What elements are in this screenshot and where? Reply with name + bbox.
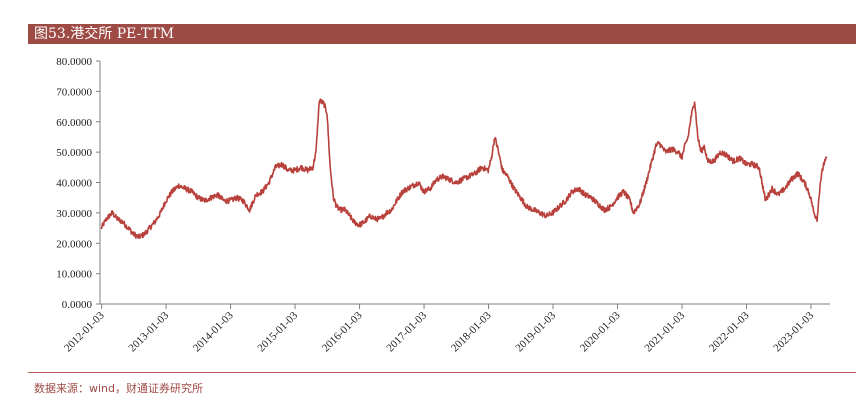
x-tick-label: 2022-01-03	[707, 309, 752, 354]
y-tick-label: 20.0000	[56, 238, 92, 250]
x-tick-label: 2023-01-03	[771, 309, 816, 354]
y-tick-label: 50.0000	[56, 147, 92, 159]
x-axis: 2012-01-03 2013-01-03 2014-01-03 2015-01-03…	[62, 303, 830, 354]
x-tick-label: 2016-01-03	[320, 309, 365, 354]
y-tick-label: 40.0000	[56, 178, 92, 190]
x-tick-label: 2020-01-03	[578, 309, 623, 354]
y-tick-label: 60.0000	[56, 117, 92, 129]
x-tick-label: 2012-01-03	[62, 309, 107, 354]
y-axis: 80.0000 70.0000 60.0000 50.0000 40.0000 30.00…	[56, 56, 101, 311]
x-tick-label: 2019-01-03	[513, 309, 558, 354]
chart-title: 图53.港交所 PE-TTM	[34, 26, 175, 42]
chart-title-bar: 图53.港交所 PE-TTM	[28, 24, 856, 44]
x-tick-label: 2013-01-03	[126, 309, 171, 354]
y-tick-label: 70.0000	[56, 86, 92, 98]
plot-area	[100, 98, 828, 239]
series-line	[100, 98, 828, 239]
source-divider	[28, 372, 856, 373]
y-tick-label: 80.0000	[56, 56, 92, 68]
pe-ttm-line-chart: 80.0000 70.0000 60.0000 50.0000 40.0000 30.00…	[56, 56, 830, 354]
x-tick-label: 2021-01-03	[642, 309, 687, 354]
y-tick-label: 10.0000	[56, 269, 92, 281]
x-tick-label: 2015-01-03	[255, 309, 300, 354]
y-tick-label: 0.0000	[62, 299, 93, 311]
x-tick-label: 2017-01-03	[384, 309, 429, 354]
y-tick-label: 30.0000	[56, 208, 92, 220]
x-tick-label: 2014-01-03	[191, 309, 236, 354]
data-source-note: 数据来源：wind，财通证券研究所	[34, 382, 204, 395]
x-tick-label: 2018-01-03	[449, 309, 494, 354]
